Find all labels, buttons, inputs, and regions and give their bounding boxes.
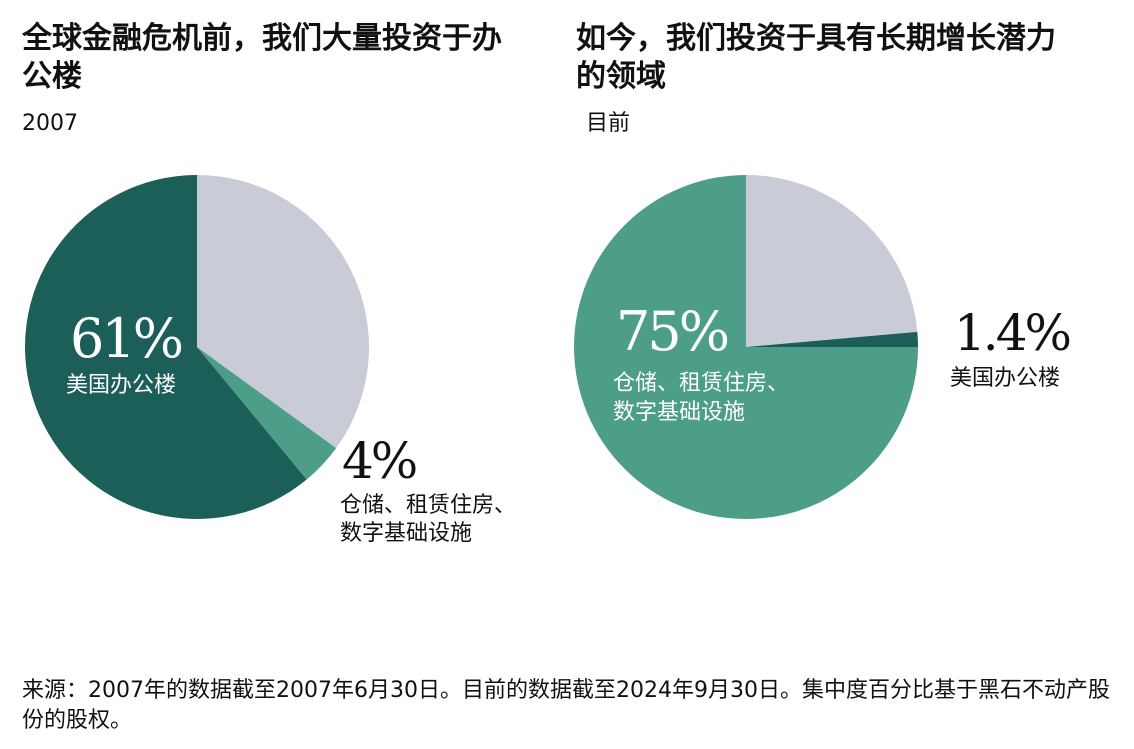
pie-current-slice-1 — [746, 331, 918, 347]
pie-current-slice-2 — [574, 175, 918, 519]
big-percent-label-left: 61% — [70, 307, 182, 370]
chart-subtitle-left: 2007 — [22, 111, 78, 136]
pie-chart-2007: 61% 美国办公楼 4% 仓储、租赁住房、 数字基础设施 — [24, 175, 516, 546]
small-category-label-left-line1: 仓储、租赁住房、 — [340, 493, 516, 518]
slices-current — [574, 175, 918, 519]
chart-title-left: 全球金融危机前，我们大量投资于办公楼 — [22, 21, 502, 94]
pie-2007-slice-1 — [197, 347, 337, 480]
pie-2007-slice-0 — [197, 175, 369, 449]
chart-panel-2007: 全球金融危机前，我们大量投资于办公楼 2007 61% 美国办公楼 4% 仓储、… — [22, 0, 562, 640]
slices-2007 — [24, 175, 369, 520]
big-category-label-left: 美国办公楼 — [66, 373, 176, 398]
small-category-label-left-line2: 数字基础设施 — [340, 521, 472, 546]
big-category-label-right-line1: 仓储、租赁住房、 — [613, 371, 789, 396]
pie-2007-slice-2 — [24, 175, 307, 520]
chart-title-right: 如今，我们投资于具有长期增长潜力的领域 — [576, 21, 1056, 94]
chart-subtitle-right: 目前 — [586, 111, 631, 136]
chart-panel-current: 如今，我们投资于具有长期增长潜力的领域 目前 75% 仓储、租赁住房、 数字基础… — [574, 0, 1116, 640]
big-category-label-right-line2: 数字基础设施 — [613, 400, 745, 425]
big-percent-label-right: 75% — [616, 300, 728, 363]
pie-chart-current: 75% 仓储、租赁住房、 数字基础设施 1.4% 美国办公楼 — [574, 175, 1073, 519]
small-percent-label-left: 4% — [342, 432, 416, 490]
small-percent-label-right: 1.4% — [954, 304, 1070, 362]
pie-current-slice-0 — [746, 175, 918, 347]
small-category-label-right: 美国办公楼 — [950, 366, 1060, 391]
source-note: 来源：2007年的数据截至2007年6月30日。目前的数据截至2024年9月30… — [22, 678, 1110, 733]
